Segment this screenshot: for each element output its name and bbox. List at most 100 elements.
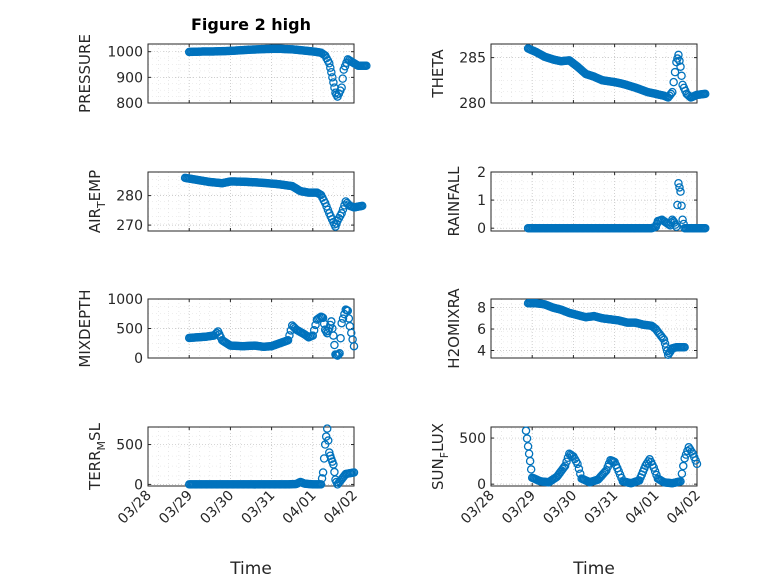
panel-theta: 280 285 THETA: [429, 43, 710, 112]
data-point: [334, 350, 343, 359]
data-point: [338, 205, 348, 214]
y-axis-label-rest: SL: [86, 422, 104, 441]
data-point: [676, 187, 685, 196]
data-point: [676, 477, 685, 486]
y-tick-label: 500: [116, 438, 143, 454]
y-axis-label: AIRTEMP: [86, 170, 108, 233]
y-axis-label: RAINFALL: [445, 166, 463, 237]
data-point: [700, 223, 710, 233]
y-tick-label: 800: [116, 96, 143, 112]
data-point: [684, 443, 694, 452]
data-point: [659, 335, 669, 345]
data-point: [330, 340, 339, 350]
panel-mixdepth: 0 500 1000 MIXDEPTH: [76, 289, 359, 368]
y-axis-label-subscript: M: [95, 441, 108, 451]
axes-box: [490, 43, 698, 104]
data-point: [283, 336, 293, 345]
data-point: [642, 459, 652, 468]
data-point: [560, 461, 570, 470]
data-point: [672, 222, 681, 232]
data-point: [337, 318, 346, 328]
data-point: [349, 341, 359, 351]
y-tick-label: 285: [459, 51, 486, 67]
data-point: [675, 183, 684, 192]
x-axis-label-left: Time: [229, 559, 272, 579]
y-tick-label: 0: [134, 351, 143, 367]
y-tick-label: 0: [477, 477, 486, 493]
y-axis-label: PRESSURE: [76, 34, 94, 113]
data-point: [676, 62, 685, 71]
data-point: [349, 468, 359, 477]
y-axis-label-subscript: T: [95, 201, 108, 209]
y-tick-label: 2: [477, 165, 486, 181]
data-point: [337, 83, 346, 92]
data-point: [677, 201, 686, 210]
data-point: [336, 333, 345, 343]
data-point: [670, 67, 680, 77]
y-tick-label: 1000: [107, 45, 143, 61]
data-point: [600, 467, 610, 476]
data-point: [525, 456, 535, 466]
y-axis-label-main: TERR: [86, 450, 104, 491]
y-axis-label: H2OMIXRA: [445, 288, 463, 369]
data-point: [660, 339, 670, 348]
y-tick-label: 1: [477, 193, 486, 209]
y-tick-label: 4: [477, 343, 486, 359]
axes-box: [490, 298, 698, 359]
data-point: [335, 349, 344, 358]
data-point: [562, 457, 571, 466]
data-point: [526, 465, 536, 474]
data-point: [322, 424, 332, 433]
data-point: [317, 474, 327, 483]
y-tick-label: 900: [116, 70, 143, 86]
y-axis-label: SUNFLUX: [429, 423, 451, 490]
y-axis-label-rest: LUX: [429, 423, 447, 452]
data-point: [321, 432, 331, 441]
y-tick-label: 270: [116, 218, 143, 234]
data-point: [680, 343, 689, 352]
data-point: [338, 74, 347, 83]
axes-box: [147, 43, 355, 104]
axes-box: [147, 171, 355, 232]
panel-airtemp: 270 280 AIRTEMP: [86, 170, 367, 234]
data-point: [574, 464, 584, 474]
data-point: [658, 333, 667, 343]
panel-h2omixra: 4 6 8 H2OMIXRA: [445, 288, 698, 369]
data-point: [333, 351, 342, 360]
y-tick-label: 6: [477, 322, 486, 338]
data-point: [674, 50, 683, 60]
figure-title: Figure 2 high: [191, 15, 311, 34]
data-point: [679, 461, 688, 471]
data-point: [599, 468, 609, 478]
data-point: [685, 445, 695, 454]
y-axis-label-main: AIR: [86, 208, 104, 233]
data-point: [337, 209, 346, 218]
data-point: [669, 77, 678, 87]
data-point: [323, 436, 333, 445]
y-tick-label: 0: [477, 221, 486, 237]
data-point: [318, 468, 328, 477]
y-tick-label: 8: [477, 301, 486, 317]
data-point: [573, 459, 582, 469]
data-point: [673, 200, 682, 210]
data-point: [680, 454, 689, 463]
data-point: [668, 87, 677, 97]
data-point: [666, 89, 676, 99]
y-tick-label: 0: [134, 477, 143, 493]
data-point: [362, 61, 371, 71]
data-point: [309, 326, 319, 335]
data-point: [677, 71, 686, 81]
data-point: [329, 331, 338, 340]
data-point: [316, 480, 326, 489]
data-point: [677, 469, 687, 478]
data-point: [675, 56, 684, 66]
data-point: [650, 466, 660, 476]
data-point: [325, 58, 334, 68]
panel-pressure: 800 900 1000 PRESSURE: [76, 34, 371, 113]
data-point: [650, 323, 659, 333]
data-point: [327, 67, 336, 77]
y-tick-label: 500: [116, 322, 143, 338]
data-point: [673, 54, 682, 63]
y-axis-label: MIXDEPTH: [76, 289, 94, 367]
